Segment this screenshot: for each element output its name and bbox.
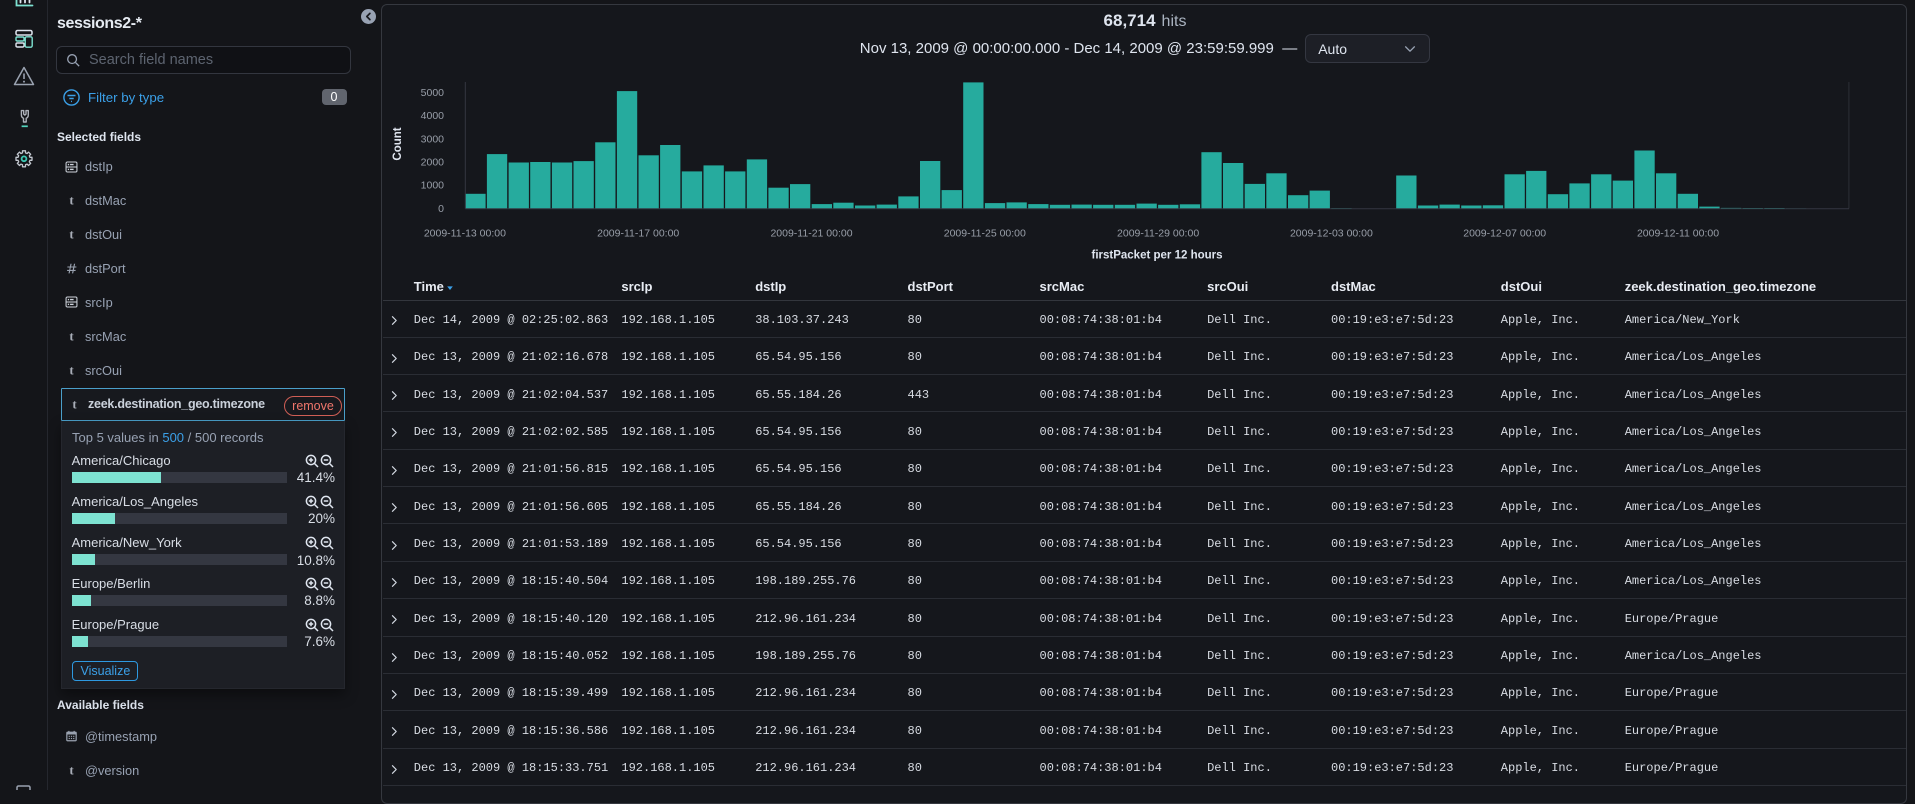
svg-text:2009-11-25 00:00: 2009-11-25 00:00 bbox=[944, 228, 1026, 240]
svg-text:3000: 3000 bbox=[421, 133, 445, 145]
svg-text:0: 0 bbox=[438, 203, 444, 215]
svg-text:t: t bbox=[69, 364, 74, 377]
svg-text:firstPacket per 12 hours: firstPacket per 12 hours bbox=[1091, 250, 1222, 262]
svg-text:2009-11-17 00:00: 2009-11-17 00:00 bbox=[597, 228, 679, 240]
svg-text:2009-11-21 00:00: 2009-11-21 00:00 bbox=[770, 228, 852, 240]
svg-text:2000: 2000 bbox=[421, 157, 445, 169]
svg-text:2009-11-13 00:00: 2009-11-13 00:00 bbox=[424, 228, 506, 240]
svg-text:2009-12-03 00:00: 2009-12-03 00:00 bbox=[1290, 228, 1373, 240]
svg-text:Count: Count bbox=[392, 127, 404, 160]
svg-text:2009-12-07 00:00: 2009-12-07 00:00 bbox=[1463, 228, 1546, 240]
svg-text:t: t bbox=[72, 398, 77, 411]
svg-text:2009-11-29 00:00: 2009-11-29 00:00 bbox=[1117, 228, 1199, 240]
svg-text:5000: 5000 bbox=[421, 87, 445, 99]
svg-text:1000: 1000 bbox=[421, 180, 445, 192]
svg-text:t: t bbox=[69, 194, 74, 207]
svg-text:4000: 4000 bbox=[421, 110, 445, 122]
svg-text:t: t bbox=[69, 228, 74, 241]
svg-text:2009-12-11 00:00: 2009-12-11 00:00 bbox=[1637, 228, 1719, 240]
svg-text:t: t bbox=[69, 764, 74, 777]
svg-text:t: t bbox=[69, 330, 74, 343]
